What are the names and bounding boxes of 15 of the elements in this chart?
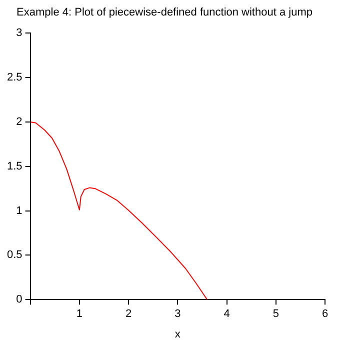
y-tick-label: 3 xyxy=(16,27,22,40)
y-tick-label: 1 xyxy=(16,204,22,217)
x-tick-label: 3 xyxy=(174,308,181,320)
x-tick-label: 1 xyxy=(76,308,82,320)
y-tick-label: 2.5 xyxy=(6,72,22,84)
x-tick-label: 4 xyxy=(224,308,230,320)
x-axis-title: x xyxy=(174,328,181,340)
y-tick-label: 2 xyxy=(16,116,22,128)
y-tick-label: 0.5 xyxy=(6,249,22,262)
x-tick-label: 5 xyxy=(272,308,279,320)
x-tick-label: 6 xyxy=(322,308,328,320)
y-tick-label: 1.5 xyxy=(6,160,22,172)
y-tick-label: 0 xyxy=(16,294,22,306)
x-tick-label: 2 xyxy=(125,308,132,320)
chart-title: Example 4: Plot of piecewise-defined function without a jump xyxy=(16,6,312,19)
